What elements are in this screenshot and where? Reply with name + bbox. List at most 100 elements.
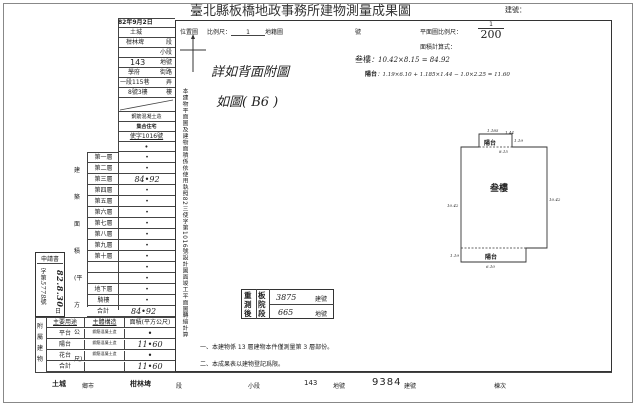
location-scale: 比例尺： 1 地籍圖 xyxy=(207,29,284,36)
floor-label: 第三層 xyxy=(94,176,113,183)
north-arrow-icon xyxy=(180,34,206,72)
header-structure: 主體構造 xyxy=(84,318,124,328)
application-ref: 字第5778號 xyxy=(39,268,46,306)
floor-value: • xyxy=(118,263,175,273)
floor-value: • xyxy=(118,153,175,163)
street-label: 街路 xyxy=(159,69,172,76)
street-row: 學府 街路 xyxy=(118,68,175,78)
header-use: 主要用途 xyxy=(52,319,77,326)
floor-label: 第九層 xyxy=(94,242,113,249)
lane: 一段115巷 xyxy=(120,79,150,86)
vertical-note: 本建物平面圖及建物面積係依使用執照82三使字第1016號設計圖面竣工平面圖轉繪計… xyxy=(181,88,187,338)
attached-header: 主要用途 主體構造 面積(平方公尺) xyxy=(46,318,175,328)
floor-row: 第六層 • xyxy=(87,208,175,218)
floor-value: • xyxy=(118,241,175,251)
floor-plan xyxy=(460,133,548,263)
floor-row: 第七層 • xyxy=(87,219,175,229)
floor-row: 第三層 84•92 xyxy=(87,175,175,185)
lane-row: 一段115巷 弄 xyxy=(118,78,175,88)
floor-total-row: 合計 84•92 xyxy=(87,307,175,317)
floor-row: 第一層 • xyxy=(87,153,175,163)
attached-row: 陽台 鋼筋混凝土造 11•60 xyxy=(46,340,175,350)
section-label: 段 xyxy=(165,39,172,46)
note-1: 一、本建物係 13 層建物本件僅測量第 3 層部份。 xyxy=(200,344,334,351)
diagonal-row xyxy=(118,98,175,112)
floor-value: • xyxy=(118,274,175,284)
plan-bottom-label: 陽台 xyxy=(485,254,498,261)
floor-label: 第一層 xyxy=(94,154,113,161)
attached-use: 陽台 xyxy=(58,341,71,348)
number: 8號3樓 xyxy=(128,89,148,96)
building-no-label: 建號： xyxy=(505,6,526,14)
application-label: 申請書 xyxy=(37,254,63,264)
handwritten-note-1: 詳如背面附圖 xyxy=(211,65,290,80)
attached-row: 合計 11•60 xyxy=(46,362,175,372)
floor-value: 84•92 xyxy=(118,175,175,185)
attached-structure xyxy=(84,362,124,372)
floor-value: • xyxy=(118,208,175,218)
floor-label: 第二層 xyxy=(94,165,113,172)
floor-label: 地下層 xyxy=(94,286,113,293)
floor-value: • xyxy=(118,285,175,295)
section: 柑林埤 xyxy=(126,39,145,46)
resurvey-lot-no: 665 xyxy=(278,308,294,317)
floor-label: 第四層 xyxy=(94,187,113,194)
footer-subsection-label: 小段 xyxy=(248,383,261,390)
dim-bottom-side: 1.19 xyxy=(450,253,459,258)
footer-township: 土城 xyxy=(52,380,66,388)
header-area: 面積(平方公尺) xyxy=(124,318,175,328)
floor-total-value: 84•92 xyxy=(131,307,157,316)
floor-row: • xyxy=(87,263,175,273)
floor-label: 第六層 xyxy=(94,209,113,216)
use: 集合住宅 xyxy=(118,122,175,132)
floor-row: 第十層 • xyxy=(87,252,175,262)
attached-structure: 鋼筋混凝土造 xyxy=(84,340,124,350)
attached-use: 花台 xyxy=(58,352,71,359)
dim-right: 10.42 xyxy=(549,197,561,202)
floor-value: • xyxy=(118,296,175,306)
dim-left: 10.42 xyxy=(447,203,459,208)
footer-township-label: 鄉市 xyxy=(82,383,95,390)
floor-row: 第五層 • xyxy=(87,197,175,207)
application-date-suffix: 日 xyxy=(55,308,62,315)
floor-label: 第七層 xyxy=(94,220,113,227)
floor-value: • xyxy=(118,230,175,240)
section-row: 柑林埤 段 xyxy=(118,38,175,48)
attached-use: 平台 xyxy=(58,330,71,337)
subsection-row: 小段 xyxy=(118,48,175,58)
floor-label: 第五層 xyxy=(94,198,113,205)
page-frame xyxy=(3,3,633,403)
footer-section-label: 段 xyxy=(176,383,183,390)
floor-value: • xyxy=(118,197,175,207)
plan-scale-fraction: 1 200 xyxy=(478,22,504,40)
floor-label: 第十層 xyxy=(94,253,113,260)
note-2: 二、本成果表以建物登記爲限。 xyxy=(200,361,285,368)
dim-top-a: 1.185 xyxy=(487,128,499,133)
dim-top-b: 1.44 xyxy=(505,130,514,135)
location-label: 位置圖 xyxy=(180,29,199,36)
attached-structure: 鋼筋混凝土造 xyxy=(84,329,124,339)
floor-row: 第八層 • xyxy=(87,230,175,240)
calc-floor: 叁樓：10.42×8.15 = 84.92 xyxy=(355,55,450,64)
plan-main-label: 叁樓 xyxy=(490,184,509,194)
floor-value: • xyxy=(118,219,175,229)
floor-row: 騎樓 • xyxy=(87,296,175,306)
permit: 使字1016號 xyxy=(118,132,175,142)
township: 土城 xyxy=(118,28,175,38)
plan-scale: 平面圖比例尺： xyxy=(420,29,463,36)
floor-row: 第九層 • xyxy=(87,241,175,251)
handwritten-note-2: 如圖( B6 ) xyxy=(216,95,279,110)
lot-no: 143 xyxy=(130,58,146,67)
resurvey-building-label: 建號 xyxy=(315,296,328,303)
floor-label: 騎樓 xyxy=(97,297,110,304)
calc-balcony: 陽台：1.19×6.10 + 1.185×1.44 − 1.0×2.25 = 1… xyxy=(365,71,510,78)
application-ref-no: 5778 xyxy=(39,281,46,299)
floor-area-label: 建築面積(平方公尺) xyxy=(74,167,83,363)
page-title: 臺北縣板橋地政事務所建物測量成果圖 xyxy=(190,4,412,19)
attached-row: 花台 鋼筋混凝土造 • xyxy=(46,351,175,361)
footer-section: 柑林埤 xyxy=(130,380,151,388)
attached-area: • xyxy=(124,351,175,361)
lot-row: 143 地號 xyxy=(118,58,175,68)
number-row: 8號3樓 樓 xyxy=(118,88,175,98)
floor-total-label: 合計 xyxy=(97,308,110,315)
